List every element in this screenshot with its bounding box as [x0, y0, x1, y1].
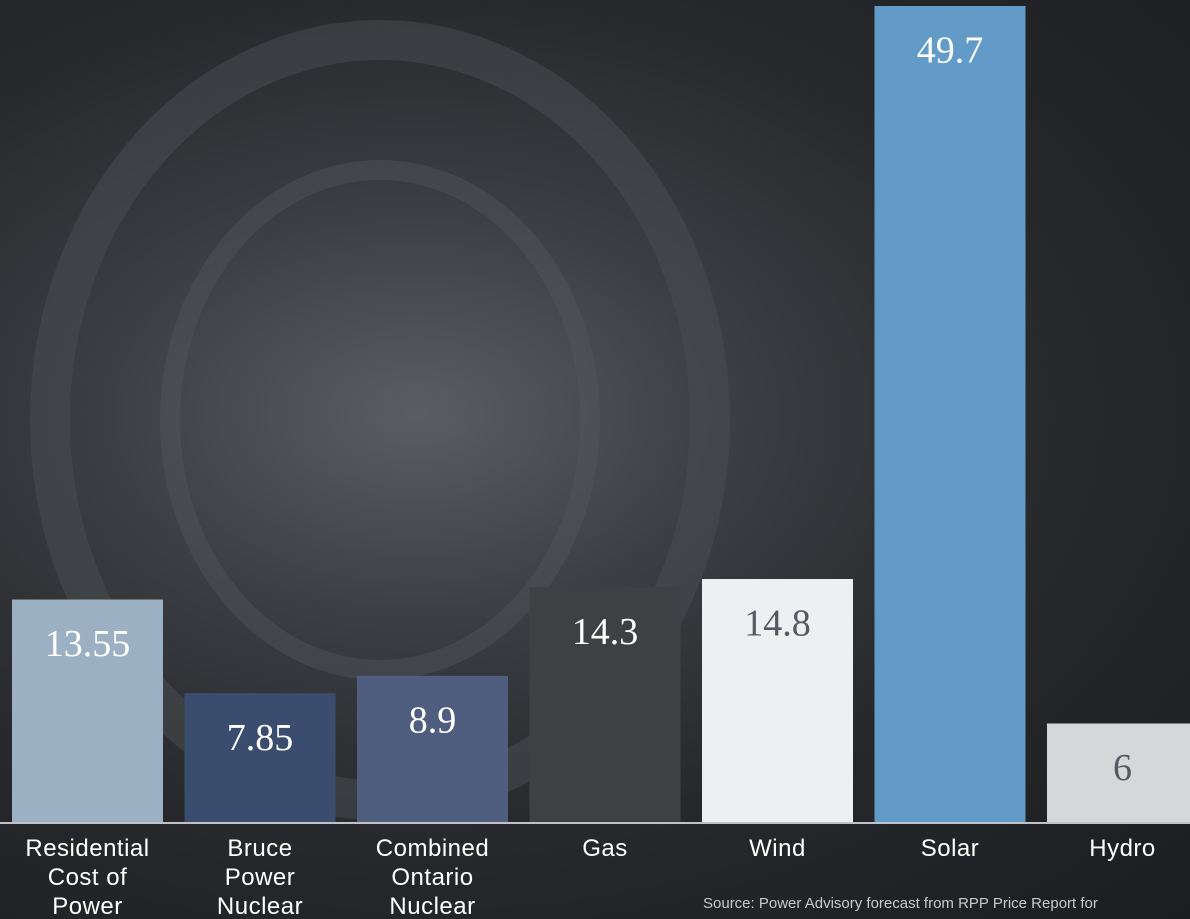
x-tick-label: Gas [535, 834, 675, 863]
value-label: 14.3 [572, 611, 639, 653]
chart-canvas: 13.55 7.85 8.9 14.3 14.8 49.7 6 [0, 0, 1190, 919]
background-shape [170, 170, 590, 670]
value-label: 6 [1113, 747, 1132, 789]
value-label: 13.55 [45, 623, 131, 665]
bar [875, 6, 1026, 822]
x-tick-label: Combined Ontario Nuclear [363, 834, 503, 919]
bar [357, 676, 508, 822]
source-note: Source: Power Advisory forecast from RPP… [703, 895, 1098, 912]
x-tick-label: Solar [880, 834, 1020, 863]
value-label: 7.85 [227, 717, 294, 759]
x-tick-label: Hydro [1053, 834, 1190, 863]
value-label: 49.7 [917, 30, 984, 72]
x-tick-label: Bruce Power Nuclear [190, 834, 330, 919]
x-tick-label: Wind [708, 834, 848, 863]
x-tick-label: Residential Cost of Power [18, 834, 158, 919]
value-label: 8.9 [409, 700, 457, 742]
chart: 13.55 7.85 8.9 14.3 14.8 49.7 6 Source: Power … [0, 0, 1190, 919]
value-label: 14.8 [744, 603, 811, 645]
